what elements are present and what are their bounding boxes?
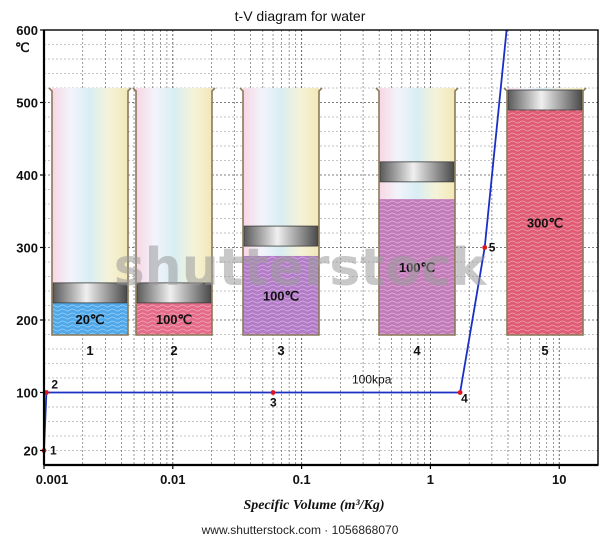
cylinder-temperature: 300℃ — [527, 216, 563, 231]
y-tick-label: 500 — [16, 96, 38, 111]
x-tick-label: 1 — [427, 472, 434, 487]
cylinder-4: 100℃ 4 — [375, 87, 459, 358]
x-tick-label: 0.1 — [293, 472, 311, 487]
cylinder-fluid-waves — [136, 302, 212, 335]
state-point-label: 5 — [489, 241, 496, 255]
x-axis-label: Specific Volume (m³/Kg) — [243, 498, 384, 513]
cylinder-piston — [243, 225, 319, 247]
cylinder-fluid-waves — [243, 255, 319, 335]
y-tick-label: 300 — [16, 241, 38, 256]
x-tick-label: 0.001 — [36, 472, 69, 487]
cylinder-temperature: 100℃ — [399, 260, 435, 275]
cylinder-wall — [375, 87, 459, 336]
cylinder-number: 4 — [413, 343, 421, 358]
y-axis-unit: ℃ — [15, 40, 30, 55]
cylinder-illustrations: 20℃ 1 100℃ 2 100℃ 3 100℃ 4 300℃ 5 — [48, 87, 587, 358]
state-point-4 — [457, 390, 463, 395]
labels: 1 2 3 4 5 100kpa 20 100 200 300 400 500 600 0.001 0.01… — [16, 23, 566, 487]
cylinder-number: 5 — [541, 343, 548, 358]
cylinder-fluid-waves — [52, 302, 128, 335]
cylinder-wall — [503, 87, 587, 336]
cylinder-wall — [48, 87, 132, 336]
axes — [40, 29, 599, 469]
y-tick-label: 400 — [16, 168, 38, 183]
chart-title: t-V diagram for water — [235, 8, 366, 24]
watermark: shutterstock — [114, 238, 488, 298]
y-tick-label: 600 — [16, 23, 38, 38]
pressure-annotation: 100kpa — [352, 372, 392, 386]
cylinder-piston — [379, 161, 455, 183]
cylinder-number: 3 — [277, 343, 284, 358]
state-point-label: 2 — [51, 378, 58, 392]
footer-credit: www.shutterstock.com · 1056868070 — [201, 523, 399, 537]
cylinder-temperature: 100℃ — [156, 312, 192, 327]
y-tick-label: 20 — [24, 444, 38, 459]
state-point-label: 1 — [50, 444, 57, 458]
cylinder-2: 100℃ 2 — [132, 87, 216, 358]
state-point-3 — [270, 390, 276, 395]
y-tick-label: 100 — [16, 386, 38, 401]
x-tick-label: 0.01 — [160, 472, 185, 487]
cylinder-piston — [136, 282, 212, 304]
cylinder-piston — [52, 282, 128, 304]
cylinder-fluid-waves — [507, 100, 583, 335]
state-point-2 — [43, 390, 49, 395]
cylinder-3: 100℃ 3 — [239, 87, 323, 358]
state-point-5 — [482, 245, 488, 250]
cylinder-number: 1 — [86, 343, 93, 358]
cylinder-fluid-waves — [379, 199, 455, 335]
y-tick-label: 200 — [16, 313, 38, 328]
cylinder-wall — [239, 87, 323, 336]
cylinder-5: 300℃ 5 — [503, 87, 587, 358]
cylinder-piston — [507, 89, 583, 111]
state-point-label: 4 — [461, 392, 468, 406]
cylinder-wall — [132, 87, 216, 336]
state-point-label: 3 — [270, 396, 277, 410]
cylinder-temperature: 20℃ — [75, 312, 104, 327]
cylinder-number: 2 — [170, 343, 177, 358]
cylinder-temperature: 100℃ — [263, 288, 299, 303]
cylinder-1: 20℃ 1 — [48, 87, 132, 358]
x-tick-label: 10 — [552, 472, 566, 487]
